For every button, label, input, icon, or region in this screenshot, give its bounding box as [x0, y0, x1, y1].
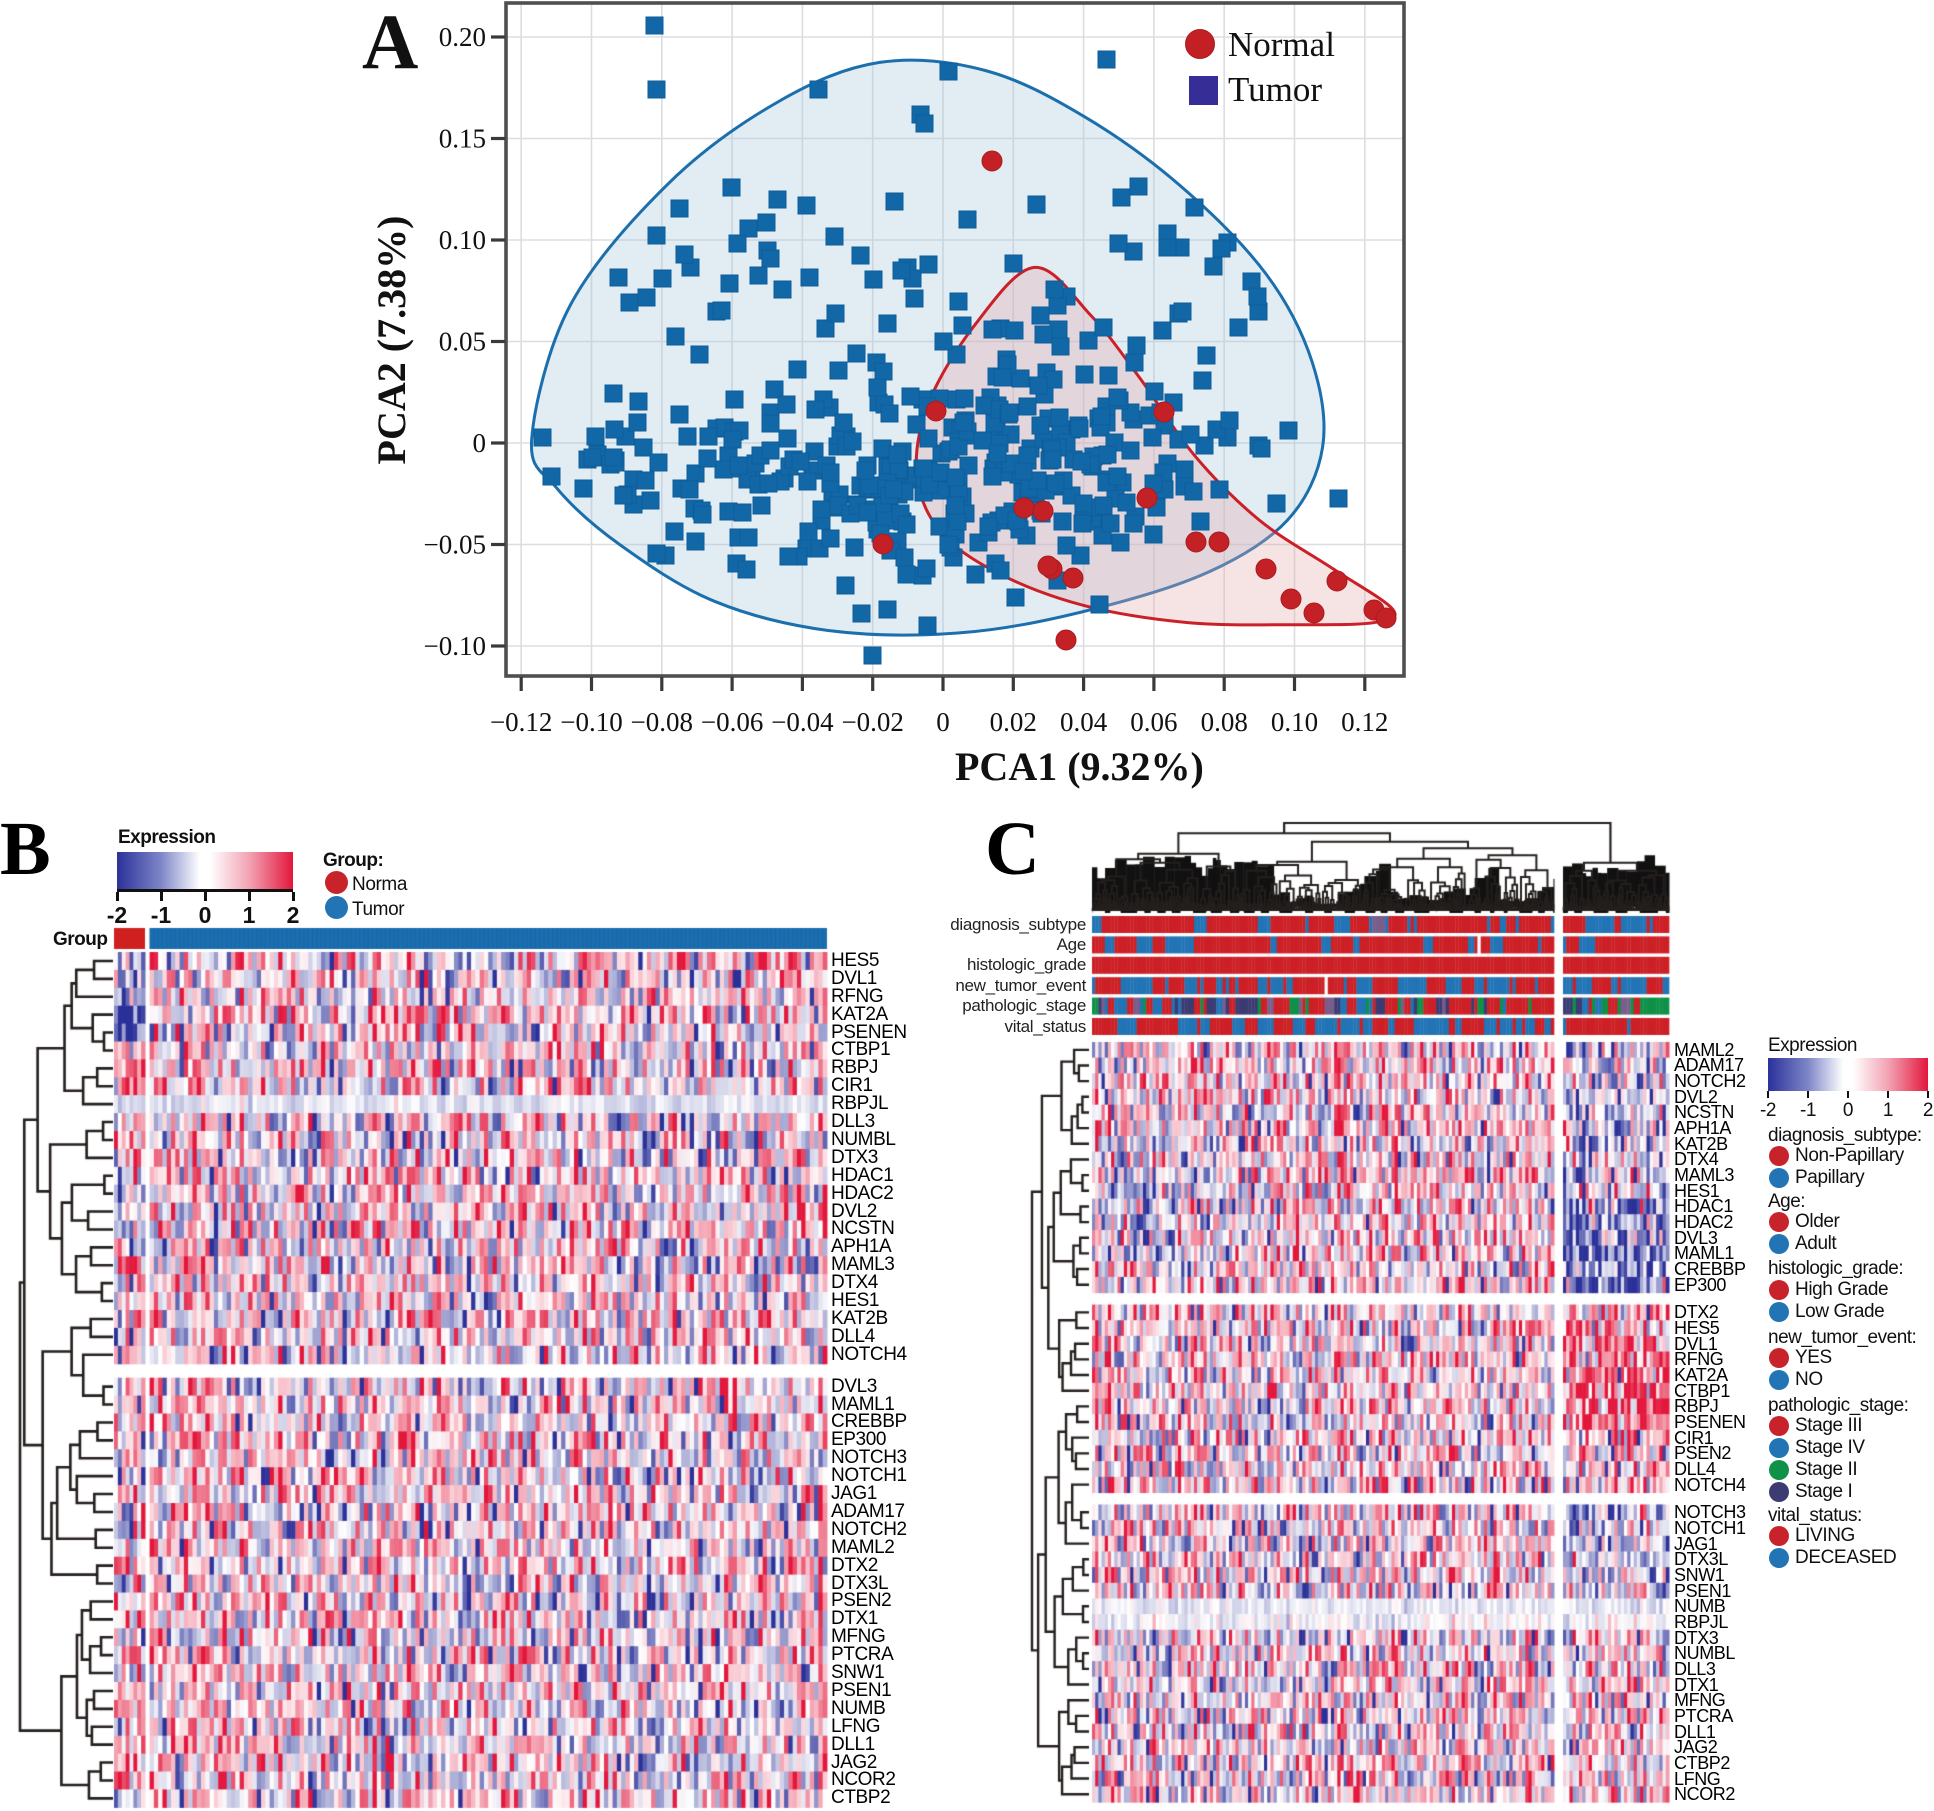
svg-text:−0.10: −0.10 [560, 707, 622, 737]
svg-text:0.08: 0.08 [1201, 707, 1248, 737]
svg-text:Tumor: Tumor [1228, 70, 1322, 109]
svg-text:−0.02: −0.02 [841, 707, 903, 737]
svg-text:0.02: 0.02 [990, 707, 1037, 737]
svg-text:0.20: 0.20 [439, 22, 486, 52]
svg-text:−0.06: −0.06 [701, 707, 763, 737]
svg-text:A: A [362, 0, 418, 85]
svg-text:0: 0 [936, 707, 950, 737]
svg-text:PCA1 (9.32%): PCA1 (9.32%) [955, 744, 1204, 789]
svg-text:PCA2 (7.38%): PCA2 (7.38%) [369, 216, 414, 465]
svg-text:−0.08: −0.08 [631, 707, 693, 737]
svg-text:−0.05: −0.05 [424, 530, 486, 560]
svg-text:−0.04: −0.04 [771, 707, 834, 737]
svg-text:0.10: 0.10 [1271, 707, 1318, 737]
svg-text:0.15: 0.15 [439, 124, 486, 154]
svg-text:0: 0 [473, 428, 487, 458]
svg-text:0.04: 0.04 [1060, 707, 1108, 737]
svg-text:0.06: 0.06 [1130, 707, 1177, 737]
svg-text:0.05: 0.05 [439, 327, 486, 357]
svg-text:0.10: 0.10 [439, 225, 486, 255]
svg-text:Normal: Normal [1228, 25, 1335, 64]
svg-text:−0.12: −0.12 [490, 707, 552, 737]
svg-text:−0.10: −0.10 [424, 631, 486, 661]
svg-text:0.12: 0.12 [1341, 707, 1388, 737]
